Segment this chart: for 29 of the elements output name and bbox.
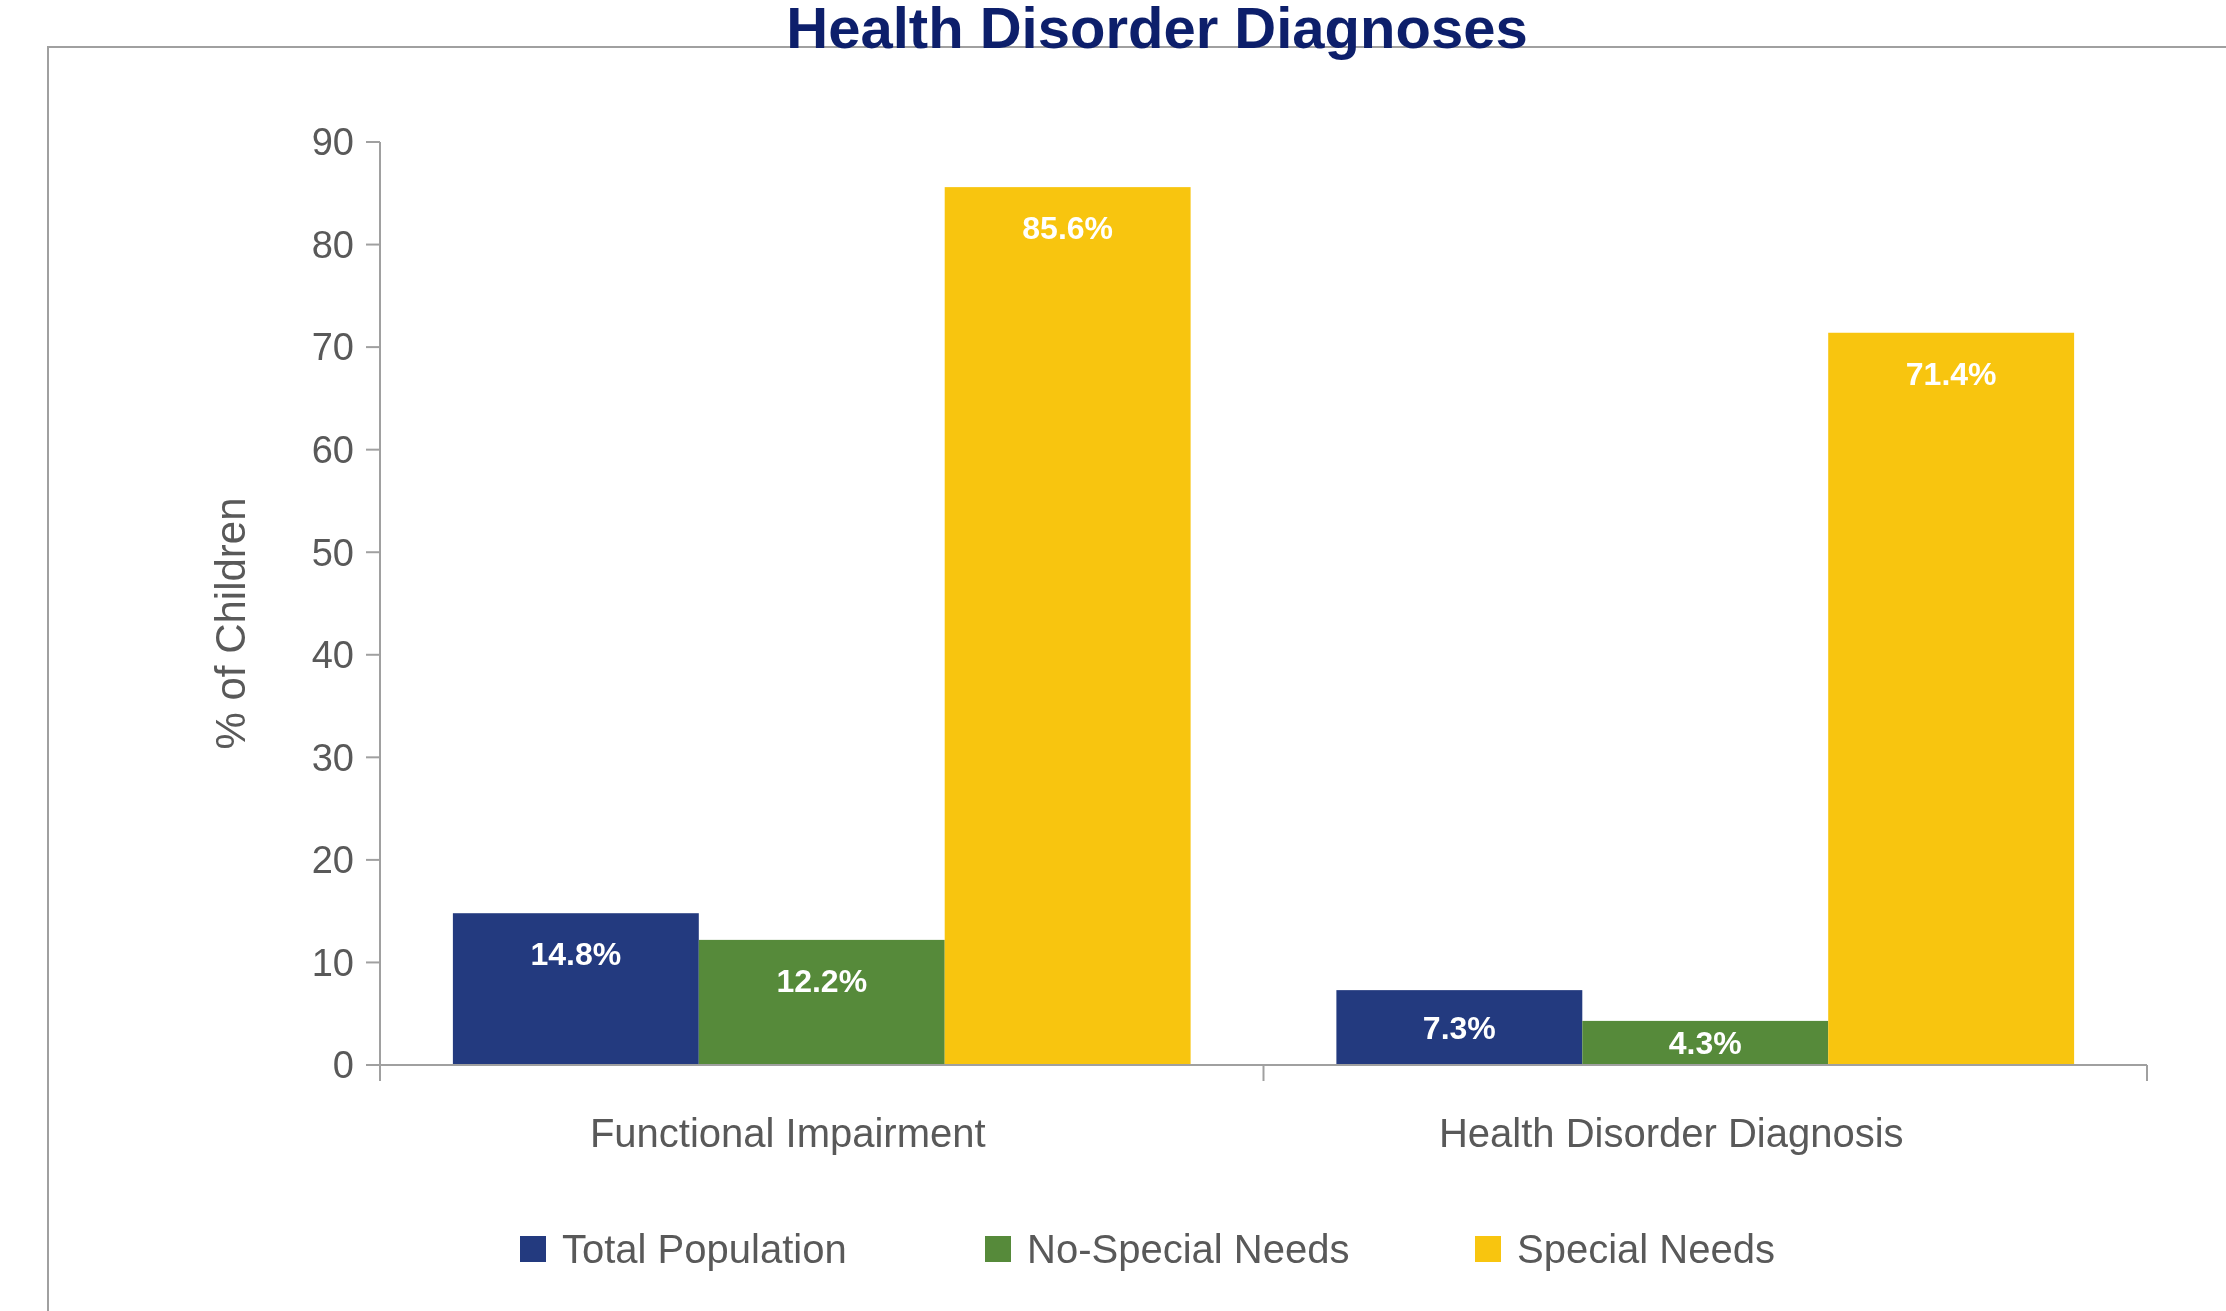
bar: [698, 939, 945, 1065]
y-axis-title: % of Children: [207, 497, 254, 750]
data-label: 12.2%: [776, 962, 868, 999]
y-tick-label: 40: [311, 634, 354, 677]
x-tick-label: Health Disorder Diagnosis: [1438, 1111, 1904, 1155]
data-label: 7.3%: [1422, 1009, 1496, 1046]
y-tick-label: 20: [311, 839, 354, 882]
y-tick-label: 70: [311, 326, 354, 369]
data-label: 4.3%: [1668, 1024, 1742, 1061]
bar: [1828, 332, 2075, 1065]
y-tick-label: 10: [311, 941, 354, 984]
x-tick-label: Functional Impairment: [589, 1111, 986, 1155]
legend-label: Total Population: [562, 1227, 847, 1271]
y-tick-label: 0: [332, 1044, 354, 1087]
y-tick-label: 60: [311, 428, 354, 471]
bar: [1582, 1020, 1829, 1065]
bar: [944, 187, 1191, 1065]
y-tick-label: 80: [311, 223, 354, 266]
bar: [1336, 990, 1583, 1065]
data-label: 14.8%: [530, 936, 622, 973]
y-tick-label: 90: [311, 121, 354, 164]
bar: [452, 913, 699, 1065]
legend-label: No-Special Needs: [1027, 1227, 1350, 1271]
data-label: 85.6%: [1022, 210, 1114, 247]
y-tick-label: 50: [311, 531, 354, 574]
chart-title: Health Disorder Diagnoses: [786, 0, 1528, 60]
legend-label: Special Needs: [1517, 1227, 1775, 1271]
data-label: 71.4%: [1905, 355, 1997, 392]
y-tick-label: 30: [311, 736, 354, 779]
